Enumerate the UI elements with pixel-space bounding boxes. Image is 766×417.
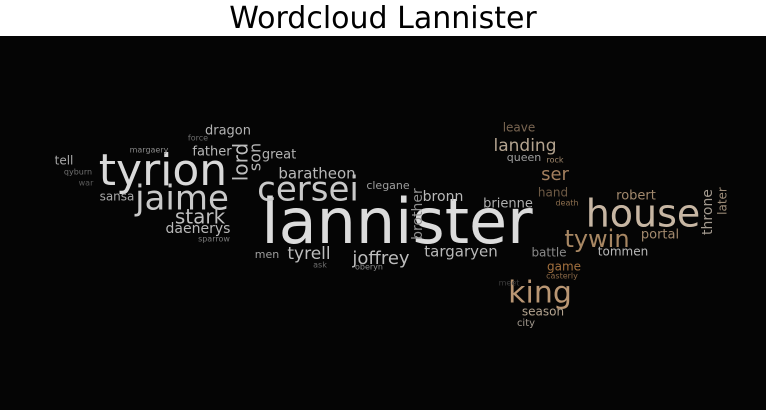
word-season: season [522, 305, 564, 319]
word-margaery: margaery [130, 146, 169, 155]
word-battle: battle [531, 246, 566, 260]
word-daenerys: daenerys [166, 221, 231, 237]
word-war: war [79, 179, 94, 188]
word-tommen: tommen [598, 245, 648, 259]
word-qyburn: qyburn [64, 168, 92, 177]
word-leave: leave [503, 121, 536, 135]
word-hand: hand [538, 186, 568, 200]
word-cersei: cersei [257, 170, 359, 210]
word-tyrion: tyrion [99, 145, 227, 196]
word-later: later [716, 187, 730, 215]
wordcloud-panel: lannister tyrion house cersei jaime king tywin… [0, 36, 766, 410]
word-men: men [255, 248, 279, 261]
word-jaime: jaime [134, 179, 229, 219]
word-oberyn: oberyn [355, 263, 383, 272]
word-sansa: sansa [100, 190, 135, 204]
word-robert: robert [616, 189, 656, 204]
word-brienne: brienne [483, 197, 533, 212]
word-house: house [586, 192, 701, 236]
word-lannister: lannister [261, 185, 533, 258]
word-meet: meet [499, 279, 520, 288]
word-brother: brother [410, 188, 426, 240]
word-lord: lord [229, 143, 253, 181]
word-landing: landing [494, 136, 557, 156]
word-baratheon: baratheon [278, 165, 355, 183]
word-force: force [188, 134, 208, 143]
word-king: king [508, 276, 572, 311]
word-tyrell: tyrell [287, 244, 330, 264]
word-tywin: tywin [564, 225, 629, 253]
wordcloud-canvas: lannister tyrion house cersei jaime king tywin… [55, 121, 730, 330]
word-sparrow: sparrow [198, 235, 230, 244]
word-casterly: casterly [546, 272, 578, 281]
chart-title: Wordcloud Lannister [229, 1, 537, 36]
word-throne: throne [700, 189, 716, 235]
word-death: death [555, 199, 578, 208]
word-tell: tell [55, 154, 74, 168]
word-son: son [246, 143, 265, 171]
word-great: great [262, 148, 296, 163]
word-clegane: clegane [366, 179, 410, 192]
word-game: game [547, 260, 581, 274]
word-portal: portal [641, 228, 679, 243]
word-dragon: dragon [205, 124, 251, 139]
word-city: city [517, 318, 535, 329]
word-queen: queen [507, 151, 541, 164]
word-targaryen: targaryen [424, 243, 497, 261]
word-bronn: bronn [423, 189, 464, 205]
word-stark: stark [175, 205, 226, 229]
word-rock: rock [546, 156, 563, 165]
word-ask: ask [313, 261, 327, 270]
word-ser: ser [541, 164, 569, 185]
word-joffrey: joffrey [351, 248, 409, 269]
word-father: father [192, 145, 232, 160]
